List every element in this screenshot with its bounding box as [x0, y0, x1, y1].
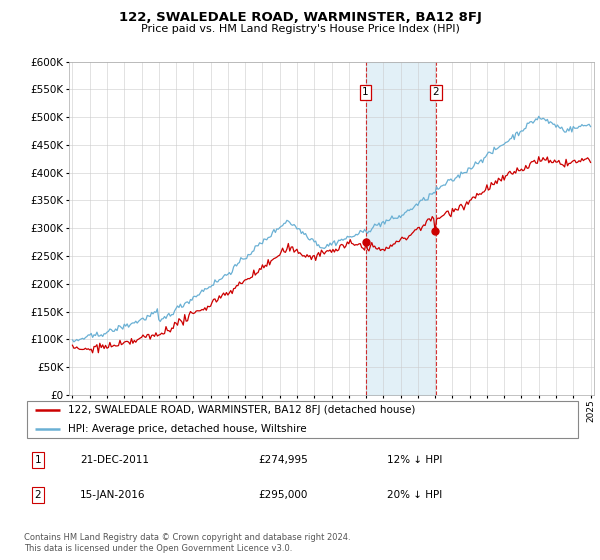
- Text: £274,995: £274,995: [259, 455, 308, 465]
- Text: 21-DEC-2011: 21-DEC-2011: [80, 455, 149, 465]
- Text: 20% ↓ HPI: 20% ↓ HPI: [387, 490, 442, 500]
- Text: Contains HM Land Registry data © Crown copyright and database right 2024.
This d: Contains HM Land Registry data © Crown c…: [24, 533, 350, 553]
- Text: 1: 1: [35, 455, 41, 465]
- Text: 12% ↓ HPI: 12% ↓ HPI: [387, 455, 442, 465]
- Text: 1: 1: [362, 87, 369, 97]
- Text: 122, SWALEDALE ROAD, WARMINSTER, BA12 8FJ: 122, SWALEDALE ROAD, WARMINSTER, BA12 8F…: [119, 11, 481, 24]
- Text: Price paid vs. HM Land Registry's House Price Index (HPI): Price paid vs. HM Land Registry's House …: [140, 24, 460, 34]
- Text: 2: 2: [433, 87, 439, 97]
- FancyBboxPatch shape: [27, 401, 578, 438]
- Text: 15-JAN-2016: 15-JAN-2016: [80, 490, 145, 500]
- Text: £295,000: £295,000: [259, 490, 308, 500]
- Text: HPI: Average price, detached house, Wiltshire: HPI: Average price, detached house, Wilt…: [68, 424, 306, 433]
- Text: 2: 2: [35, 490, 41, 500]
- Text: 122, SWALEDALE ROAD, WARMINSTER, BA12 8FJ (detached house): 122, SWALEDALE ROAD, WARMINSTER, BA12 8F…: [68, 405, 415, 415]
